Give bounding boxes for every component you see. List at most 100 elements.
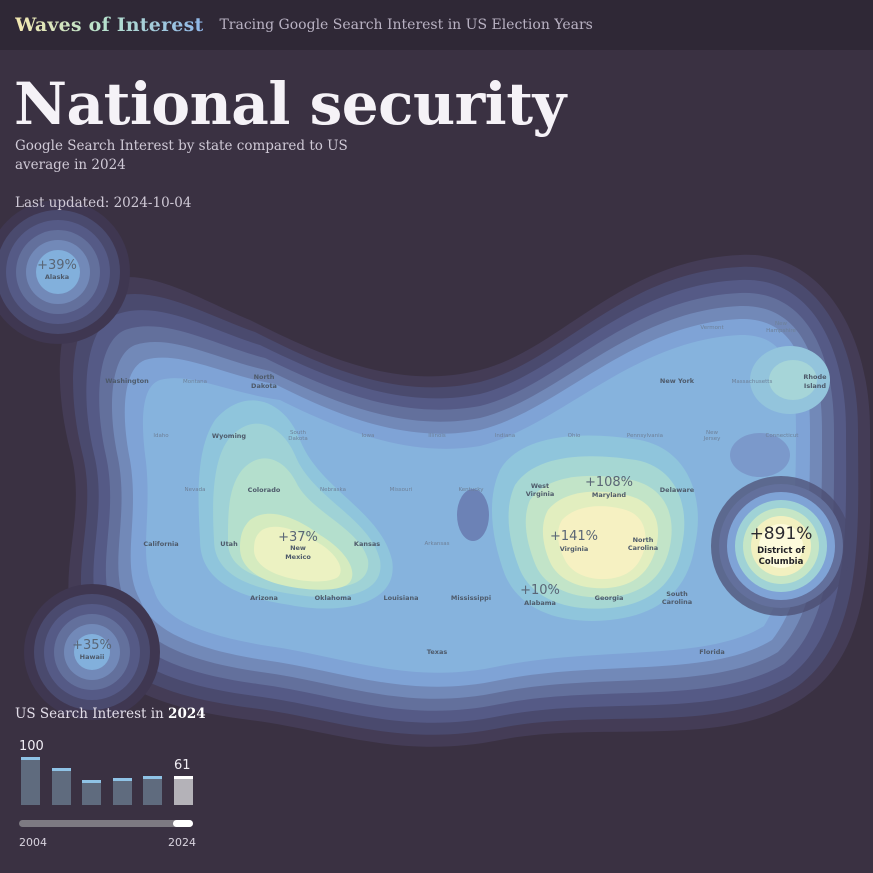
top-bar: Waves of Interest Tracing Google Search … — [0, 0, 873, 50]
label-massachusetts[interactable]: Massachusetts — [732, 379, 773, 385]
label-florida[interactable]: Florida — [699, 648, 725, 656]
label-north-dakota-2[interactable]: Dakota — [251, 382, 277, 390]
pct-hawaii[interactable]: +35% — [72, 638, 112, 653]
slider-start-year: 2004 — [19, 836, 47, 849]
label-illinois[interactable]: Illinois — [428, 433, 446, 439]
label-dc-2[interactable]: Columbia — [759, 557, 804, 567]
label-california[interactable]: California — [143, 540, 178, 548]
trend-first-value: 100 — [19, 739, 44, 754]
trend-heading-prefix: US Search Interest in — [15, 706, 169, 722]
label-washington[interactable]: Washington — [105, 377, 149, 385]
trend-bar[interactable] — [82, 779, 101, 805]
trend-bar-cap — [143, 775, 162, 779]
label-colorado[interactable]: Colorado — [248, 486, 281, 494]
label-vermont[interactable]: Vermont — [700, 325, 724, 331]
label-north-carolina-2[interactable]: Carolina — [628, 544, 658, 552]
label-arizona[interactable]: Arizona — [250, 594, 278, 602]
trend-bar[interactable] — [51, 768, 71, 805]
label-north-dakota-1[interactable]: North — [254, 373, 275, 381]
trend-bar[interactable] — [143, 775, 162, 805]
label-georgia[interactable]: Georgia — [595, 594, 624, 602]
label-mississippi[interactable]: Mississippi — [451, 594, 491, 602]
trend-bar-cap — [173, 775, 193, 779]
label-texas[interactable]: Texas — [427, 648, 448, 656]
label-hawaii[interactable]: Hawaii — [80, 653, 105, 661]
label-dc-1[interactable]: District of — [757, 546, 805, 556]
label-oklahoma[interactable]: Oklahoma — [315, 594, 352, 602]
trend-bar[interactable] — [112, 777, 132, 805]
label-new-mexico-1[interactable]: New — [290, 544, 306, 552]
label-new-jersey-2[interactable]: Jersey — [703, 436, 722, 442]
valley-shape — [457, 489, 489, 541]
label-arkansas[interactable]: Arkansas — [424, 541, 449, 547]
brand-link[interactable]: Waves of Interest — [15, 14, 204, 36]
pct-alaska[interactable]: +39% — [37, 258, 77, 273]
label-montana[interactable]: Montana — [183, 379, 207, 385]
label-new-jersey-1[interactable]: New — [706, 430, 718, 436]
label-west-virginia-1[interactable]: West — [531, 482, 549, 490]
label-utah[interactable]: Utah — [220, 540, 238, 548]
hawaii-core — [74, 634, 110, 670]
pct-maryland[interactable]: +108% — [585, 475, 633, 490]
label-idaho[interactable]: Idaho — [153, 433, 169, 439]
label-kentucky[interactable]: Kentucky — [458, 487, 484, 493]
label-new-hampshire-2[interactable]: Hampshire — [766, 328, 796, 334]
trend-bar-cap — [21, 757, 40, 760]
page-title: National security — [14, 70, 566, 138]
label-south-dakota-2[interactable]: Dakota — [288, 436, 308, 442]
trend-bar-cap — [51, 768, 71, 772]
label-rhode-island-2[interactable]: Island — [804, 382, 827, 390]
contour-west — [198, 400, 393, 609]
label-new-mexico-2[interactable]: Mexico — [285, 553, 311, 561]
label-south-dakota-1[interactable]: South — [290, 430, 306, 436]
trend-bar[interactable] — [21, 757, 40, 805]
highlight-values: +39% Alaska +35% Hawaii +37% New Mexico … — [37, 258, 812, 661]
label-maryland[interactable]: Maryland — [592, 491, 627, 499]
state-labels: Washington North Dakota Wyoming Colorado… — [105, 321, 827, 656]
label-rhode-island-1[interactable]: Rhode — [803, 373, 827, 381]
label-alaska[interactable]: Alaska — [45, 273, 69, 281]
trend-bar-cap — [112, 777, 132, 781]
label-alabama[interactable]: Alabama — [524, 599, 556, 607]
last-updated: Last updated: 2024-10-04 — [15, 195, 192, 211]
dc-core — [759, 524, 803, 568]
year-slider-thumb[interactable] — [173, 820, 193, 827]
label-new-york[interactable]: New York — [660, 377, 695, 385]
label-kansas[interactable]: Kansas — [354, 540, 380, 548]
pct-alabama[interactable]: +10% — [520, 583, 560, 598]
label-new-hampshire-1[interactable]: New — [775, 321, 787, 327]
label-north-carolina-1[interactable]: North — [633, 536, 654, 544]
notch-shape — [730, 433, 790, 477]
site-tagline: Tracing Google Search Interest in US Ele… — [219, 17, 593, 33]
label-south-carolina-1[interactable]: South — [666, 590, 688, 598]
rhode-island-core — [769, 360, 817, 400]
label-louisiana[interactable]: Louisiana — [384, 594, 419, 602]
label-delaware[interactable]: Delaware — [660, 486, 695, 494]
label-iowa[interactable]: Iowa — [362, 433, 375, 439]
label-virginia[interactable]: Virginia — [560, 545, 588, 553]
label-wyoming[interactable]: Wyoming — [212, 432, 247, 440]
pct-district-of-columbia[interactable]: +891% — [750, 524, 813, 544]
label-pennsylvania[interactable]: Pennsylvania — [627, 433, 663, 439]
pct-new-mexico[interactable]: +37% — [278, 530, 318, 545]
contour-east — [491, 435, 698, 621]
label-nebraska[interactable]: Nebraska — [320, 487, 346, 493]
label-south-carolina-2[interactable]: Carolina — [662, 598, 692, 606]
label-nevada[interactable]: Nevada — [185, 487, 206, 493]
trend-heading-year: 2024 — [168, 706, 206, 722]
label-missouri[interactable]: Missouri — [390, 487, 413, 493]
alaska-core — [36, 250, 80, 294]
pct-virginia[interactable]: +141% — [550, 529, 598, 544]
label-ohio[interactable]: Ohio — [568, 433, 581, 439]
label-connecticut[interactable]: Connecticut — [766, 433, 800, 439]
trend-bar[interactable] — [173, 775, 193, 805]
slider-end-year: 2024 — [168, 836, 196, 849]
trend-heading: US Search Interest in 2024 — [15, 706, 206, 722]
page-subtitle: Google Search Interest by state compared… — [15, 138, 348, 173]
year-slider-track[interactable] — [19, 820, 193, 827]
label-west-virginia-2[interactable]: Virginia — [526, 490, 554, 498]
trend-current-value: 61 — [174, 758, 191, 773]
trend-bar-cap — [82, 779, 101, 783]
label-indiana[interactable]: Indiana — [495, 433, 515, 439]
